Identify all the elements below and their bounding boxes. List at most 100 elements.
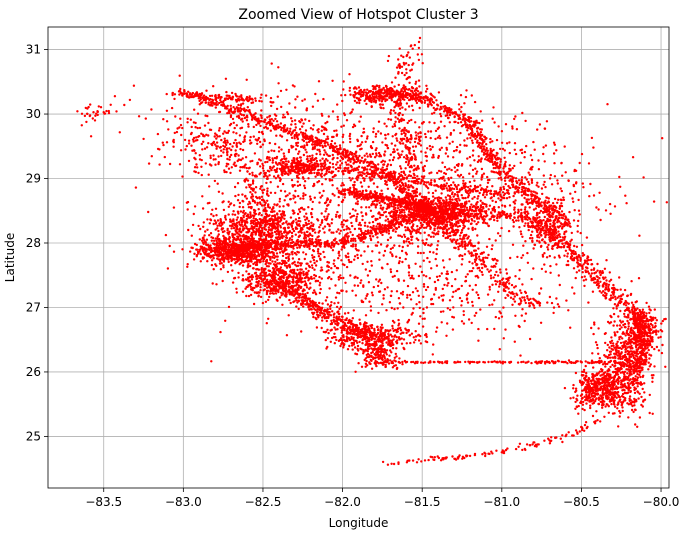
data-point [236,221,239,224]
data-point [302,153,306,157]
data-point [346,348,350,351]
data-point [398,65,401,68]
data-point [230,227,233,230]
data-point [385,337,388,340]
data-point [289,169,292,172]
data-point [405,71,408,75]
data-point [231,269,234,272]
data-point [257,208,260,211]
data-point [290,225,294,228]
data-point [400,54,403,57]
data-point [597,398,601,401]
data-point [419,334,422,338]
data-point [246,221,249,224]
data-point [384,330,387,333]
data-point [610,339,614,342]
data-point [228,245,231,249]
data-point [201,207,205,210]
data-point [307,219,310,223]
data-point [619,411,622,415]
data-point [285,236,288,239]
data-point [317,255,321,258]
data-point [483,202,486,206]
data-point [607,353,611,357]
data-point [307,269,310,273]
data-point [378,86,381,89]
data-point [388,354,391,357]
data-point [260,214,263,217]
data-point [209,232,213,235]
data-point [278,251,282,254]
data-point [642,400,645,403]
data-point [218,262,222,265]
data-point [260,238,263,242]
data-point [278,200,281,203]
data-point [632,410,635,414]
data-point [405,240,408,243]
data-point [417,46,421,50]
data-point [337,228,340,231]
data-point [628,336,631,339]
data-point [256,248,260,251]
data-point [400,235,404,238]
data-point [331,249,335,252]
data-point [222,264,225,267]
data-point [379,335,382,338]
data-point [354,86,357,89]
data-point [443,219,446,222]
data-point [293,211,296,215]
data-point [249,264,252,268]
data-point [651,380,654,383]
data-point [262,289,265,292]
data-point [617,350,620,353]
data-point [385,207,388,210]
data-point [263,215,267,219]
data-point [243,253,246,256]
data-point [402,84,405,87]
data-point [292,247,295,250]
data-point [214,222,217,225]
data-point [283,230,286,233]
data-point [307,264,311,267]
data-point [423,231,426,234]
data-point [236,237,240,240]
data-point [383,332,386,336]
data-point [283,262,286,265]
data-point [621,355,624,358]
data-point [458,199,461,202]
data-point [366,225,369,228]
data-point [306,155,309,158]
data-point [242,233,245,237]
data-point [357,91,361,94]
data-point [421,62,424,65]
data-point [401,363,404,366]
data-point [394,364,398,367]
data-point [317,248,320,251]
data-point [618,415,621,418]
data-point [413,229,416,232]
data-point [606,397,609,400]
data-point [399,216,402,219]
data-point [247,262,250,266]
data-point [271,214,274,218]
data-point [625,368,628,371]
data-point [229,240,232,243]
data-point [230,254,234,257]
data-point [357,86,361,89]
data-point [193,252,196,255]
data-point [379,204,382,207]
data-point [279,224,282,228]
data-point [424,241,428,245]
data-point [287,160,290,163]
data-point [284,164,288,168]
data-point [432,203,435,206]
data-point [265,274,268,277]
data-point [285,276,288,279]
data-point [624,340,627,343]
data-point [595,343,599,347]
data-point [609,398,612,401]
data-point [191,223,195,227]
data-point [231,223,234,226]
data-point [264,235,268,238]
data-point [395,341,399,344]
